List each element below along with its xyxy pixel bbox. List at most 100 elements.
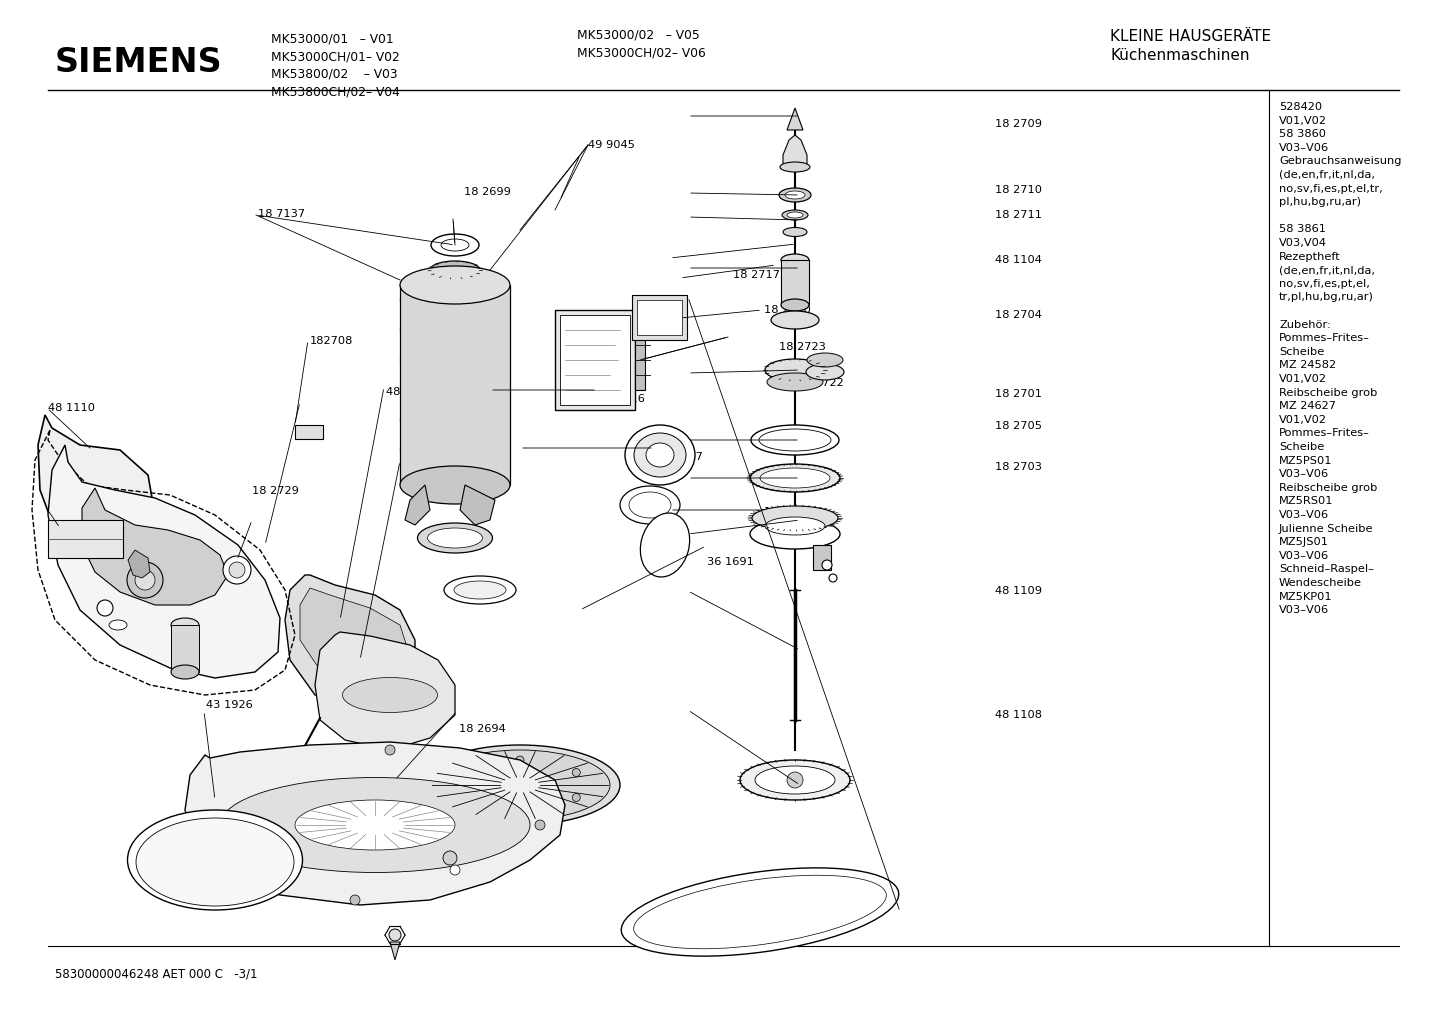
Ellipse shape (399, 320, 510, 340)
Text: 182708: 182708 (310, 336, 353, 346)
Polygon shape (783, 135, 808, 165)
Polygon shape (172, 625, 199, 672)
Text: 18 2710: 18 2710 (995, 184, 1043, 195)
Polygon shape (286, 575, 415, 705)
Ellipse shape (427, 528, 483, 548)
Bar (48, 520, 123, 558)
Polygon shape (314, 632, 456, 750)
Text: SIEMENS: SIEMENS (55, 46, 222, 78)
Ellipse shape (136, 818, 294, 906)
Polygon shape (82, 488, 228, 605)
Ellipse shape (771, 311, 819, 329)
Polygon shape (782, 260, 809, 305)
Circle shape (450, 865, 460, 875)
Text: 48 1108: 48 1108 (995, 710, 1043, 720)
Text: 49 9045: 49 9045 (588, 140, 636, 150)
Text: 18 2701: 18 2701 (995, 389, 1043, 399)
Polygon shape (37, 415, 154, 550)
Ellipse shape (756, 766, 835, 794)
Ellipse shape (399, 410, 510, 430)
Ellipse shape (779, 187, 810, 202)
Polygon shape (48, 445, 280, 678)
Ellipse shape (751, 506, 838, 530)
Ellipse shape (221, 777, 531, 872)
Text: 18 2717: 18 2717 (733, 270, 780, 280)
Text: 18 2694: 18 2694 (459, 723, 505, 734)
Ellipse shape (634, 433, 686, 477)
Text: 48 1100: 48 1100 (386, 387, 434, 397)
Ellipse shape (750, 464, 841, 492)
Ellipse shape (172, 665, 199, 679)
Ellipse shape (399, 380, 510, 400)
Circle shape (221, 820, 231, 830)
Ellipse shape (760, 468, 831, 488)
Bar (559, 315, 630, 405)
Ellipse shape (127, 810, 303, 910)
Circle shape (787, 772, 803, 788)
Ellipse shape (343, 678, 437, 712)
Circle shape (822, 560, 832, 570)
Ellipse shape (751, 425, 839, 455)
Text: 18 2699: 18 2699 (464, 186, 512, 197)
Text: 43 1926: 43 1926 (206, 700, 252, 710)
Ellipse shape (430, 261, 480, 279)
Ellipse shape (640, 513, 689, 577)
Ellipse shape (806, 364, 844, 380)
Ellipse shape (782, 210, 808, 220)
Ellipse shape (418, 523, 493, 553)
Text: 18 2721: 18 2721 (764, 506, 812, 517)
Ellipse shape (399, 466, 510, 504)
Text: 18 2711: 18 2711 (995, 210, 1043, 220)
Text: MK53000/01   – V01
MK53000CH/01– V02
MK53800/02    – V03
MK53800CH/02– V04: MK53000/01 – V01 MK53000CH/01– V02 MK538… (271, 33, 399, 98)
Bar (296, 425, 323, 439)
Circle shape (350, 895, 360, 905)
Circle shape (572, 794, 580, 802)
Ellipse shape (622, 868, 898, 956)
Circle shape (516, 806, 523, 814)
Ellipse shape (783, 227, 808, 236)
Text: 48 1110: 48 1110 (48, 403, 95, 413)
Circle shape (516, 756, 523, 764)
Text: 48 1109: 48 1109 (995, 586, 1043, 596)
Ellipse shape (784, 191, 805, 199)
Text: 18 2722: 18 2722 (797, 378, 844, 388)
Ellipse shape (808, 353, 844, 367)
Text: 18 2727: 18 2727 (656, 451, 704, 462)
Circle shape (535, 820, 545, 830)
Ellipse shape (646, 443, 673, 467)
Text: 18 2704: 18 2704 (995, 310, 1043, 320)
Text: 18 2720: 18 2720 (764, 305, 812, 315)
Text: 528420
V01,V02
58 3860
V03–V06
Gebrauchsanweisung
(de,en,fr,it,nl,da,
no,sv,fi,e: 528420 V01,V02 58 3860 V03–V06 Gebrauchs… (1279, 102, 1402, 615)
Ellipse shape (633, 875, 887, 949)
Text: 58300000046248 AET 000 C   -3/1: 58300000046248 AET 000 C -3/1 (55, 967, 257, 980)
Bar (813, 545, 831, 570)
Ellipse shape (624, 425, 695, 485)
Polygon shape (399, 285, 510, 485)
Text: 18 2716: 18 2716 (598, 394, 646, 405)
Ellipse shape (420, 745, 620, 825)
Text: 48 1099
V01,V03
48 3049
V02,V04: 48 1099 V01,V03 48 3049 V02,V04 (401, 438, 448, 483)
Bar (634, 330, 645, 390)
Ellipse shape (296, 800, 456, 850)
Ellipse shape (787, 212, 803, 218)
Ellipse shape (750, 519, 841, 549)
Text: 18 2730: 18 2730 (48, 501, 95, 512)
Circle shape (572, 768, 580, 776)
Polygon shape (128, 550, 150, 578)
Text: 36 1691: 36 1691 (707, 557, 754, 568)
Circle shape (229, 562, 245, 578)
Ellipse shape (766, 359, 825, 381)
Polygon shape (185, 742, 565, 905)
Polygon shape (389, 942, 399, 960)
Ellipse shape (399, 440, 510, 460)
Ellipse shape (441, 239, 469, 251)
Text: 18 2705: 18 2705 (995, 421, 1043, 431)
Text: 18 2729: 18 2729 (252, 486, 300, 496)
Circle shape (385, 745, 395, 755)
Ellipse shape (740, 760, 849, 800)
Ellipse shape (620, 486, 681, 524)
Text: 18 2709: 18 2709 (995, 119, 1043, 129)
Circle shape (270, 790, 286, 806)
Circle shape (389, 929, 401, 941)
Polygon shape (460, 485, 495, 525)
